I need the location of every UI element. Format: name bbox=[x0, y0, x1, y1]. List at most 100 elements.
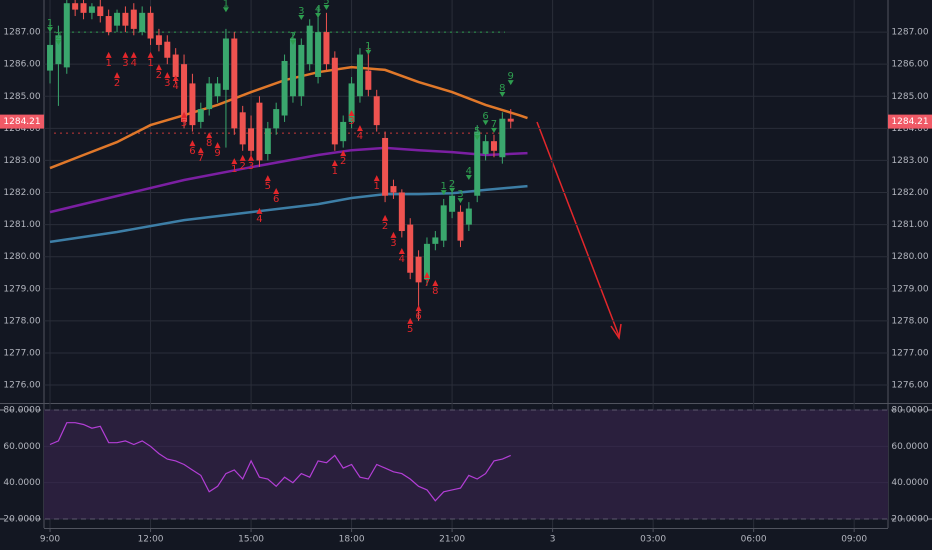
last-price-label: 1284.21 bbox=[3, 117, 40, 127]
buy-setup-count: 6 bbox=[273, 194, 279, 205]
candle-body bbox=[373, 96, 380, 126]
candle-body bbox=[331, 57, 338, 145]
x-tick-label: 15:00 bbox=[238, 535, 264, 545]
sell-setup-arrow bbox=[490, 127, 497, 133]
rsi-tick-label-left: 80.0000 bbox=[3, 405, 40, 415]
candle-body bbox=[256, 102, 263, 161]
sell-setup-arrow bbox=[499, 91, 506, 97]
y-tick-label-left: 1283.00 bbox=[3, 156, 40, 166]
candle-body bbox=[197, 109, 204, 122]
x-tick-label: 09:00 bbox=[841, 535, 867, 545]
candle-body bbox=[206, 83, 213, 110]
rsi-tick-label-right: 20.0000 bbox=[891, 515, 928, 525]
buy-setup-arrow bbox=[264, 175, 271, 182]
moving-average bbox=[49, 146, 528, 214]
candle-body bbox=[407, 224, 414, 273]
buy-setup-arrow bbox=[147, 51, 154, 58]
buy-setup-arrow bbox=[130, 51, 137, 58]
buy-setup-arrow bbox=[256, 207, 263, 214]
buy-setup-arrow bbox=[155, 64, 162, 71]
sell-setup-count: 9 bbox=[508, 71, 514, 82]
y-tick-label-right: 1285.00 bbox=[891, 92, 928, 102]
y-tick-label-right: 1277.00 bbox=[891, 348, 928, 358]
y-tick-label-right: 1282.00 bbox=[891, 188, 928, 198]
buy-setup-arrow bbox=[340, 150, 347, 157]
sell-setup-count: 2 bbox=[55, 31, 61, 42]
buy-setup-count: 8 bbox=[206, 138, 212, 149]
sell-setup-arrow bbox=[507, 80, 514, 86]
candle-body bbox=[482, 141, 489, 155]
candle-body bbox=[122, 12, 129, 26]
y-tick-label-left: 1287.00 bbox=[3, 28, 40, 38]
sell-setup-arrow bbox=[365, 49, 372, 55]
y-tick-label-left: 1284.00 bbox=[3, 124, 40, 134]
candle-body bbox=[47, 44, 54, 71]
buy-setup-arrow bbox=[356, 125, 363, 132]
sell-setup-count: 4 bbox=[466, 166, 472, 177]
rsi-tick-label-left: 20.0000 bbox=[3, 515, 40, 525]
candle-body bbox=[356, 54, 363, 97]
x-tick-label: 12:00 bbox=[138, 535, 164, 545]
y-tick-label-right: 1278.00 bbox=[891, 316, 928, 326]
sell-setup-arrow bbox=[315, 13, 322, 19]
y-tick-label-left: 1279.00 bbox=[3, 284, 40, 294]
rsi-tick-label-right: 40.0000 bbox=[891, 478, 928, 488]
buy-setup-count: 7 bbox=[424, 278, 430, 289]
sell-setup-count: 2 bbox=[449, 179, 455, 190]
y-tick-label-left: 1285.00 bbox=[3, 92, 40, 102]
buy-setup-count: 1 bbox=[231, 164, 237, 175]
candle-body bbox=[457, 211, 464, 241]
sell-setup-count: 3 bbox=[457, 189, 463, 200]
sell-setup-arrow bbox=[440, 190, 447, 196]
x-tick-label: 18:00 bbox=[339, 535, 365, 545]
y-tick-label-left: 1286.00 bbox=[3, 60, 40, 70]
rsi-tick-label-right: 80.0000 bbox=[891, 405, 928, 415]
rsi-tick-label-left: 60.0000 bbox=[3, 442, 40, 452]
buy-setup-count: 5 bbox=[407, 324, 413, 335]
candle-body bbox=[139, 12, 146, 33]
buy-setup-arrow bbox=[197, 147, 204, 154]
candle-body bbox=[499, 118, 506, 158]
sell-setup-arrow bbox=[222, 7, 229, 13]
candle-body bbox=[55, 35, 62, 65]
buy-setup-arrow bbox=[105, 51, 112, 58]
candle-body bbox=[72, 3, 79, 10]
buy-setup-count: 3 bbox=[122, 58, 128, 69]
candle-body bbox=[474, 131, 481, 196]
buy-setup-arrow bbox=[382, 214, 389, 221]
buy-setup-arrow bbox=[231, 158, 238, 165]
sell-setup-arrow bbox=[457, 198, 464, 204]
candle-body bbox=[273, 109, 280, 129]
sell-setup-arrow bbox=[474, 134, 481, 140]
candle-body bbox=[248, 128, 255, 151]
candle-body bbox=[105, 16, 112, 33]
candle-body bbox=[80, 3, 87, 13]
buy-setup-arrow bbox=[348, 110, 355, 117]
buy-setup-count: 8 bbox=[432, 286, 438, 297]
buy-setup-count: 2 bbox=[156, 70, 162, 81]
candle-body bbox=[440, 205, 447, 241]
moving-average bbox=[49, 184, 528, 244]
y-tick-label-left: 1282.00 bbox=[3, 188, 40, 198]
candle-body bbox=[382, 137, 389, 196]
buy-setup-count: 3 bbox=[390, 238, 396, 249]
candle-body bbox=[147, 12, 154, 39]
x-tick-label: 9:00 bbox=[40, 535, 60, 545]
sell-setup-arrow bbox=[482, 120, 489, 126]
sell-setup-arrow bbox=[47, 27, 54, 33]
sell-setup-count: 4 bbox=[315, 4, 321, 15]
rsi-line bbox=[49, 422, 511, 502]
candle-body bbox=[264, 128, 271, 155]
x-tick-label: 03:00 bbox=[640, 535, 666, 545]
buy-setup-count: 4 bbox=[256, 214, 262, 225]
last-price-box bbox=[888, 114, 932, 129]
candle-body bbox=[172, 54, 179, 78]
buy-setup-arrow bbox=[181, 111, 188, 118]
candle-body bbox=[432, 237, 439, 244]
sell-setup-count: 8 bbox=[499, 83, 505, 94]
sell-setup-count: 6 bbox=[482, 111, 488, 122]
candle-body bbox=[465, 208, 472, 225]
last-price-label: 1284.21 bbox=[891, 117, 928, 127]
candle-body bbox=[222, 38, 229, 90]
y-tick-label-left: 1276.00 bbox=[3, 381, 40, 391]
